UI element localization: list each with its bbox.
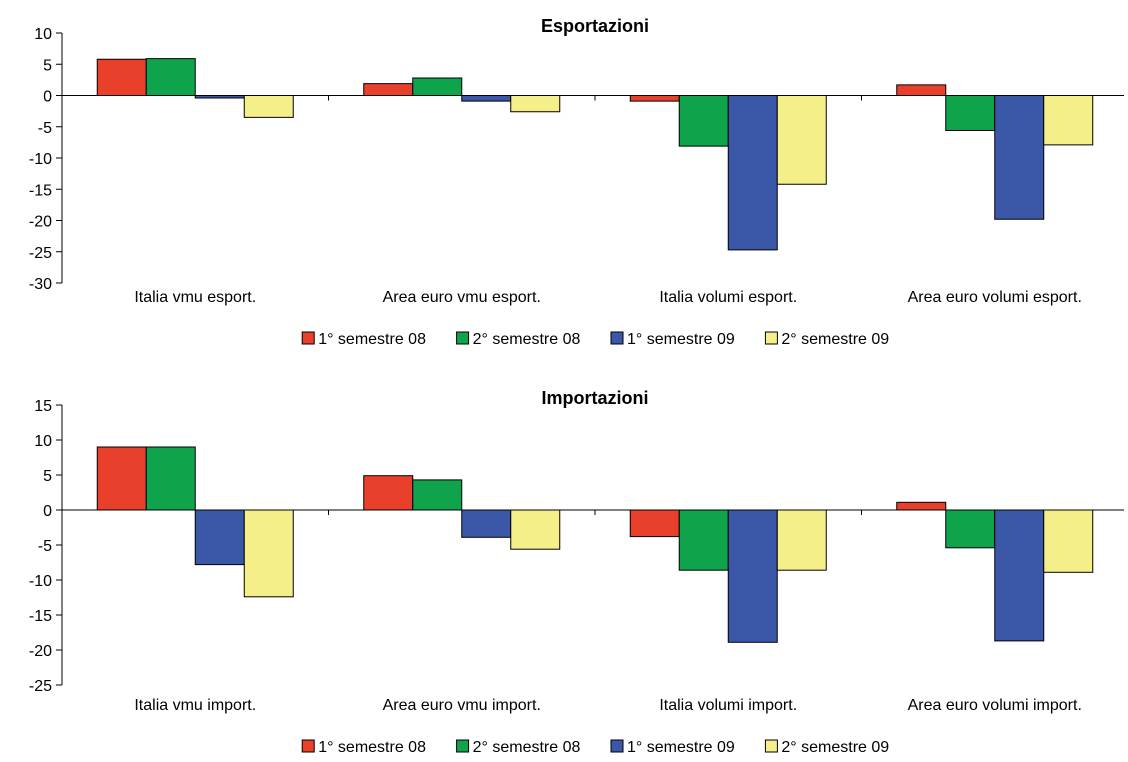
legend-swatch bbox=[764, 739, 778, 753]
legend: 1° semestre 08 2° semestre 08 1° semestre … bbox=[301, 739, 889, 756]
bar bbox=[945, 95, 996, 131]
y-tick-label: -30 bbox=[29, 276, 52, 293]
y-tick-label: 5 bbox=[43, 468, 52, 485]
bar bbox=[194, 509, 245, 566]
legend-label: 2° semestre 09 bbox=[781, 331, 889, 348]
chart-title: Importazioni bbox=[542, 388, 649, 408]
bar bbox=[96, 446, 147, 511]
bar bbox=[461, 95, 512, 102]
y-tick-label: 0 bbox=[43, 503, 52, 520]
category-label: Italia volumi esport. bbox=[659, 289, 797, 306]
y-tick-label: -25 bbox=[29, 678, 52, 695]
legend: 1° semestre 08 2° semestre 08 1° semestre … bbox=[301, 331, 889, 348]
bar bbox=[145, 446, 196, 511]
y-tick-label: 10 bbox=[34, 433, 52, 450]
bar bbox=[896, 501, 947, 511]
bar bbox=[412, 77, 463, 96]
category-label: Italia vmu import. bbox=[134, 697, 256, 714]
bar bbox=[412, 479, 463, 511]
bar bbox=[678, 95, 729, 147]
bar bbox=[1043, 95, 1094, 146]
category-label: Area euro volumi import. bbox=[908, 697, 1082, 714]
y-tick-label: 0 bbox=[43, 89, 52, 106]
legend-label: 2° semestre 08 bbox=[473, 331, 581, 348]
y-tick-label: 5 bbox=[43, 57, 52, 74]
legend-label: 1° semestre 09 bbox=[627, 331, 735, 348]
category-label: Area euro vmu esport. bbox=[383, 289, 541, 306]
bar bbox=[629, 95, 680, 102]
bar bbox=[727, 509, 778, 643]
legend-label: 1° semestre 08 bbox=[318, 331, 426, 348]
y-tick-label: -10 bbox=[29, 151, 52, 168]
chart-1: 10 5 0 -5 -10 -15 -20 -25 -30 Esportazioni Italia … bbox=[29, 16, 1124, 348]
bar bbox=[243, 509, 294, 598]
category-label: Area euro volumi esport. bbox=[908, 289, 1082, 306]
bar bbox=[776, 95, 827, 185]
legend-swatch bbox=[764, 331, 778, 345]
y-tick-label: -25 bbox=[29, 245, 52, 262]
y-tick-label: -10 bbox=[29, 573, 52, 590]
legend-label: 2° semestre 09 bbox=[781, 739, 889, 756]
legend-label: 1° semestre 08 bbox=[318, 739, 426, 756]
bar bbox=[194, 95, 245, 99]
bar bbox=[363, 475, 414, 511]
bar bbox=[776, 509, 827, 571]
legend-swatch bbox=[456, 739, 470, 753]
y-tick-label: -15 bbox=[29, 608, 52, 625]
legend-label: 1° semestre 09 bbox=[627, 739, 735, 756]
legend-label: 2° semestre 08 bbox=[473, 739, 581, 756]
legend-swatch bbox=[301, 739, 315, 753]
bar bbox=[727, 95, 778, 251]
legend-swatch bbox=[610, 331, 624, 345]
bar bbox=[510, 509, 561, 550]
y-tick-label: 10 bbox=[34, 26, 52, 43]
bar bbox=[896, 84, 947, 96]
chart-2: 15 10 5 0 -5 -10 -15 -20 -25 Importazioni Italia v… bbox=[29, 388, 1124, 756]
y-tick-label: -20 bbox=[29, 214, 52, 231]
bar bbox=[629, 509, 680, 538]
bar bbox=[1043, 509, 1094, 573]
y-tick-label: -15 bbox=[29, 182, 52, 199]
y-tick-label: -20 bbox=[29, 643, 52, 660]
bar bbox=[994, 509, 1045, 642]
bar bbox=[363, 83, 414, 96]
bar bbox=[243, 95, 294, 118]
y-tick-label: 15 bbox=[34, 398, 52, 415]
bar bbox=[145, 58, 196, 96]
bar bbox=[510, 95, 561, 113]
category-label: Area euro vmu import. bbox=[383, 697, 541, 714]
category-label: Italia volumi import. bbox=[659, 697, 797, 714]
legend-swatch bbox=[456, 331, 470, 345]
bar bbox=[945, 509, 996, 549]
y-tick-label: -5 bbox=[38, 120, 52, 137]
legend-swatch bbox=[610, 739, 624, 753]
bar bbox=[461, 509, 512, 538]
bar bbox=[678, 509, 729, 571]
legend-swatch bbox=[301, 331, 315, 345]
category-label: Italia vmu esport. bbox=[134, 289, 256, 306]
bar bbox=[994, 95, 1045, 220]
bar bbox=[96, 58, 147, 96]
chart-title: Esportazioni bbox=[541, 16, 649, 36]
y-tick-label: -5 bbox=[38, 538, 52, 555]
